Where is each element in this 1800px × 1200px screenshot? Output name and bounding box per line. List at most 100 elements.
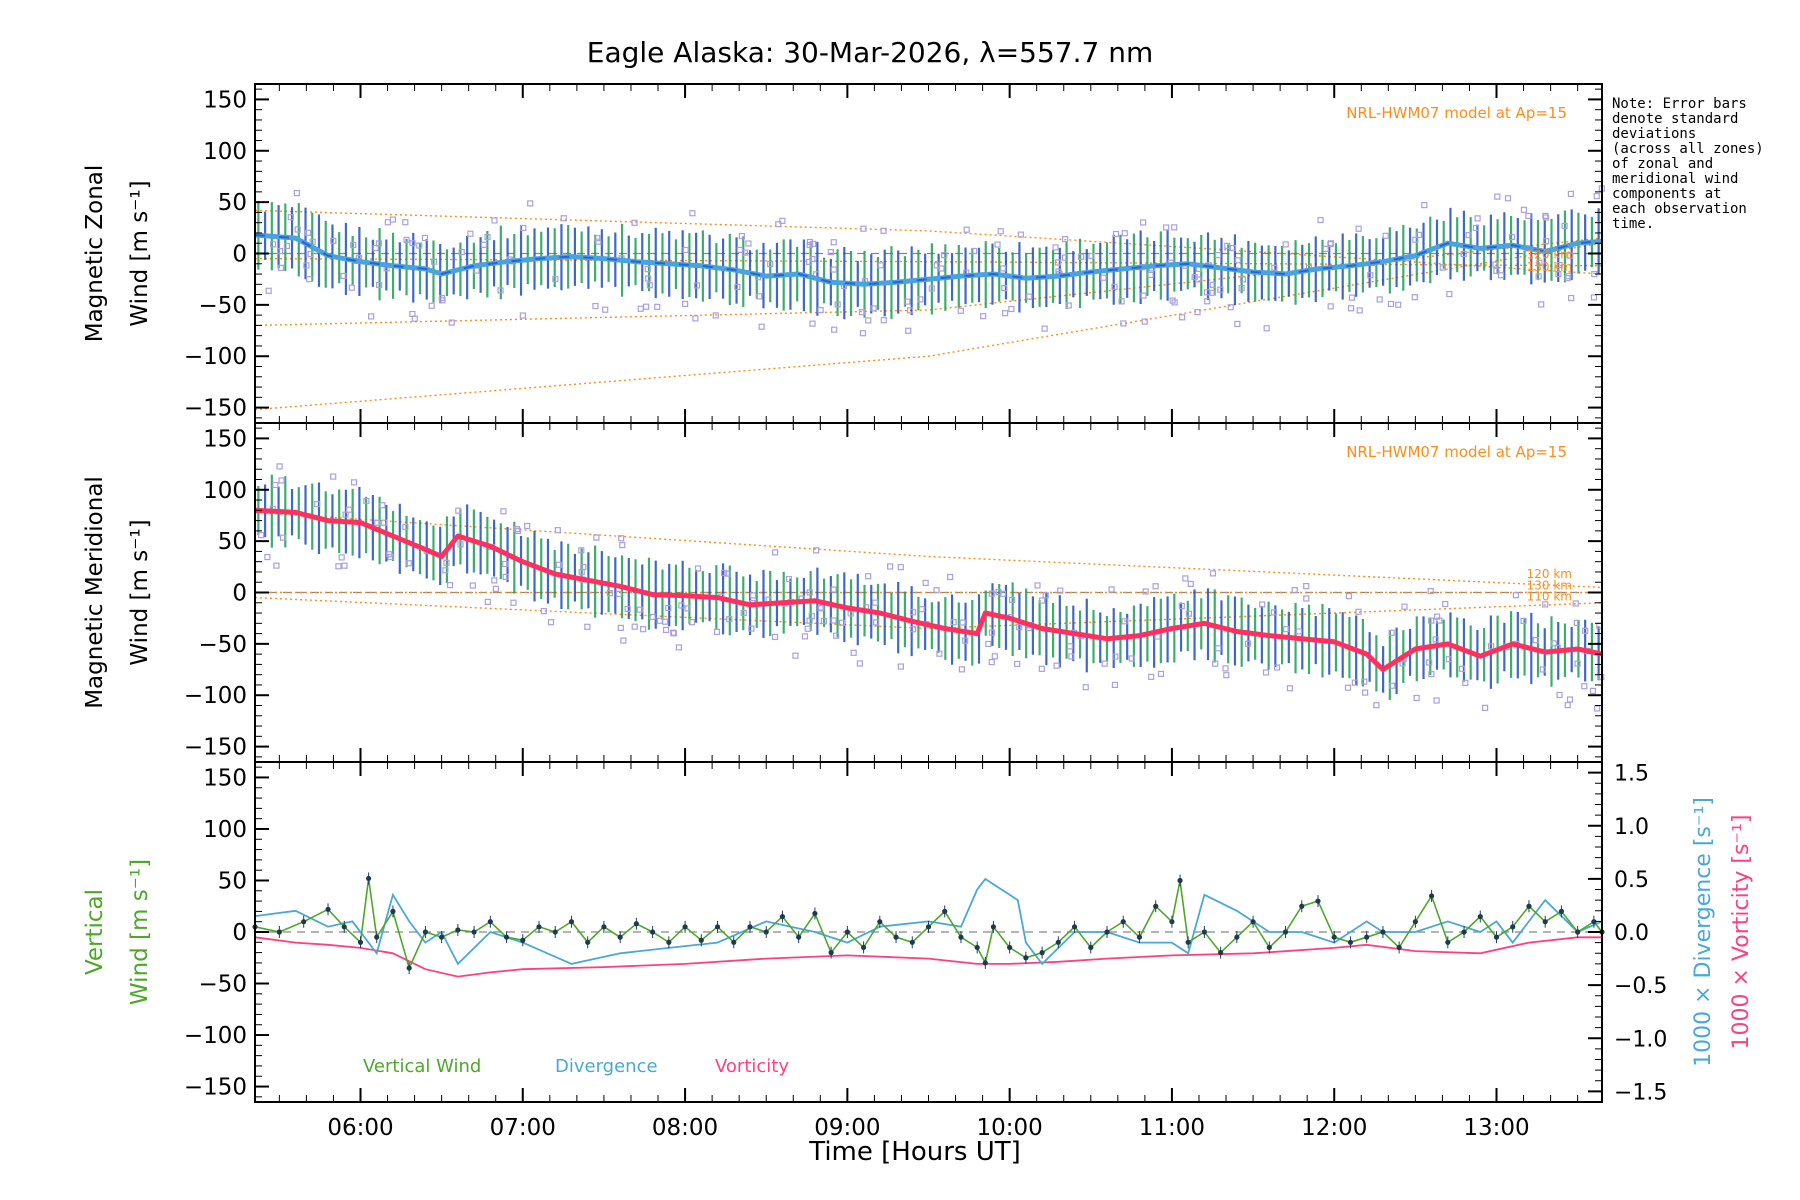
scatter-point <box>273 562 280 569</box>
scatter-point <box>1118 298 1125 305</box>
vertical-wind-point <box>1282 929 1289 935</box>
model-label: NRL-HWM07 model at Ap=15 <box>1346 443 1567 461</box>
vertical-wind-point <box>698 937 704 943</box>
vertical-wind-point <box>763 929 769 935</box>
note-line: deviations <box>1612 126 1697 142</box>
scatter-point <box>340 272 347 280</box>
note-line: each observation <box>1612 201 1747 217</box>
vertical-wind-point <box>1299 903 1305 909</box>
scatter-point <box>1355 225 1362 232</box>
model-label: NRL-HWM07 model at Ap=15 <box>1346 104 1567 122</box>
scatter-point <box>1535 273 1542 280</box>
vertical-wind-point <box>1266 944 1272 951</box>
scatter-point <box>692 315 699 322</box>
scatter-point <box>1270 609 1278 616</box>
scatter-point <box>1082 684 1089 691</box>
vertical-wind-point <box>796 934 802 940</box>
right-tick-label: 1.0 <box>1614 815 1649 840</box>
scatter-point <box>342 511 349 518</box>
scatter-point <box>736 246 744 254</box>
y-tick-label: 150 <box>203 426 247 452</box>
scatter-point <box>276 248 284 255</box>
scatter-point <box>1567 190 1574 198</box>
scatter-point <box>1401 603 1408 610</box>
model-line-3 <box>254 242 1603 411</box>
scatter-point <box>1421 201 1428 209</box>
scatter-point <box>713 628 721 636</box>
scatter-point <box>980 313 987 320</box>
y-axis-label-line1: Magnetic Meridional <box>82 476 108 709</box>
vertical-wind-point <box>1153 903 1159 909</box>
scatter-point <box>1016 624 1023 631</box>
vertical-wind-point <box>601 924 607 930</box>
scatter-point <box>497 287 504 294</box>
scatter-point <box>348 284 355 291</box>
scatter-point <box>1568 294 1575 302</box>
scatter-point <box>809 320 816 327</box>
scatter-point <box>491 577 498 584</box>
vertical-wind-point <box>650 929 656 935</box>
scatter-point <box>335 563 342 570</box>
y-tick-label: −100 <box>184 683 247 709</box>
scatter-point <box>1564 702 1571 709</box>
scatter-point <box>1239 276 1247 283</box>
vertical-wind-point <box>958 934 964 940</box>
scatter-point <box>1295 628 1303 635</box>
scatter-point <box>547 619 555 626</box>
model-altitude-label: 120 km <box>1527 567 1572 581</box>
model-line-1 <box>254 511 1603 589</box>
scatter-point <box>682 246 689 254</box>
vertical-wind-point <box>1575 929 1581 935</box>
x-tick-label: 09:00 <box>814 1115 880 1141</box>
vertical-wind-point <box>860 944 867 951</box>
scatter-point <box>1351 679 1358 686</box>
scatter-point <box>644 266 651 273</box>
scatter-point <box>741 249 749 256</box>
y-tick-label: 0 <box>232 920 247 946</box>
vertical-wind-point <box>1218 950 1224 956</box>
scatter-point <box>1564 275 1571 282</box>
vertical-wind-point <box>585 939 591 945</box>
scatter-point <box>1532 637 1539 644</box>
scatter-point <box>988 629 996 636</box>
scatter-point <box>1462 679 1469 686</box>
scatter-point <box>1057 587 1064 594</box>
vertical-wind-point <box>390 908 396 914</box>
scatter-point <box>1561 222 1568 229</box>
scatter-point <box>458 249 465 256</box>
note-line: denote standard <box>1612 111 1739 127</box>
scatter-point <box>681 300 689 308</box>
scatter-point <box>1008 305 1015 313</box>
scatter-point <box>1128 655 1135 662</box>
scatter-point <box>510 599 517 606</box>
scatter-point <box>1460 250 1467 258</box>
scatter-point <box>887 563 894 570</box>
scatter-point <box>994 241 1001 248</box>
scatter-point <box>389 216 396 223</box>
scatter-point <box>804 625 811 632</box>
y-tick-label: 100 <box>203 478 247 504</box>
scatter-point <box>636 606 643 613</box>
x-tick-label: 06:00 <box>327 1115 393 1141</box>
scatter-point <box>618 535 625 542</box>
scatter-point <box>615 590 622 598</box>
vertical-wind-point <box>1477 913 1483 920</box>
scatter-point <box>910 626 917 633</box>
model-altitude-label: 130 km <box>1527 578 1572 592</box>
vertical-wind-point <box>925 924 932 930</box>
scatter-point <box>303 262 310 269</box>
y-tick-label: −50 <box>198 632 247 658</box>
scatter-point <box>480 241 488 248</box>
scatter-point <box>1465 231 1472 239</box>
scatter-point <box>467 230 474 237</box>
scatter-point <box>1445 656 1452 663</box>
y-tick-label: 150 <box>203 765 247 791</box>
vertical-wind-point <box>1412 919 1418 925</box>
scatter-point <box>1581 683 1588 690</box>
scatter-point <box>287 214 294 221</box>
scatter-point <box>1065 302 1072 309</box>
vertical-wind-line <box>254 878 1603 971</box>
scatter-point <box>1556 691 1563 699</box>
scatter-point <box>820 617 828 625</box>
